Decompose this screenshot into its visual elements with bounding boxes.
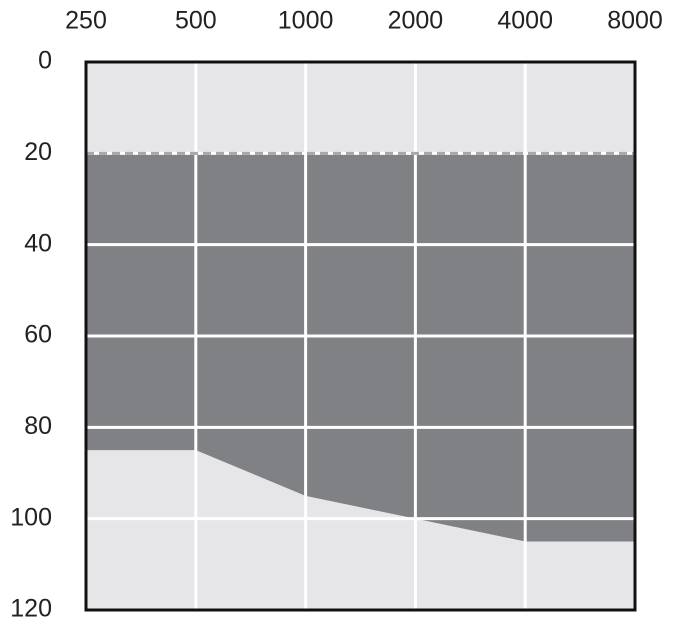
y-tick-label: 100 [10,503,52,531]
x-tick-label: 8000 [607,7,663,35]
y-tick-label: 60 [24,321,52,349]
y-tick-label: 0 [38,47,52,75]
y-tick-label: 20 [24,138,52,166]
y-tick-label: 40 [24,229,52,257]
range-area [86,153,635,542]
x-tick-label: 4000 [497,7,553,35]
y-tick-label: 80 [24,412,52,440]
y-tick-label: 120 [10,595,52,623]
x-tick-label: 1000 [278,7,334,35]
x-tick-label: 500 [175,7,217,35]
x-tick-label: 250 [65,7,107,35]
x-tick-label: 2000 [388,7,444,35]
plot-frame [84,60,637,612]
